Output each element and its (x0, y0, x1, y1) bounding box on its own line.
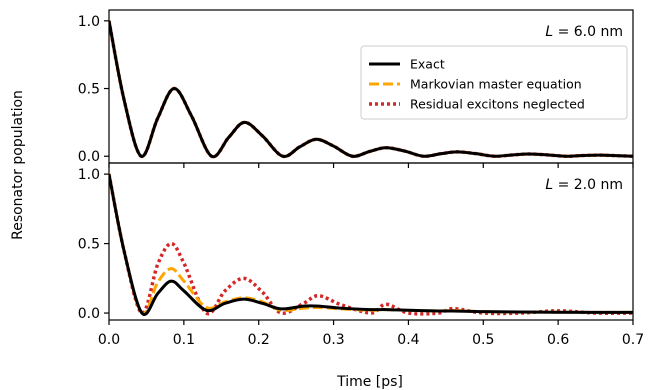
bottom-x-tick-label: 0.0 (98, 332, 120, 348)
bottom-length-annotation: L = 2.0 nm (545, 177, 623, 193)
top-panel: 0.0 0.5 1.0 L = 6.0 nm (78, 9, 634, 168)
y-axis-label: Resonator population (10, 90, 26, 240)
legend-frame (360, 45, 628, 120)
bottom-series-residual (109, 173, 633, 316)
bottom-x-tick-label: 0.6 (547, 332, 569, 348)
bottom-x-tick-label: 0.2 (248, 332, 270, 348)
bottom-y-tick-label: 0.5 (78, 237, 100, 253)
legend-label-markovian: Markovian master equation (410, 77, 582, 92)
top-series-group (109, 20, 633, 159)
bottom-x-tick-label: 0.5 (472, 332, 494, 348)
bottom-axes-frame (108, 162, 634, 321)
legend: Exact Markovian master equation Residual… (360, 45, 628, 120)
bottom-series-group (109, 173, 633, 316)
bottom-x-tick-label: 0.4 (397, 332, 419, 348)
bottom-series-exact (109, 173, 633, 316)
x-axis-label: Time [ps] (336, 374, 403, 390)
bottom-x-tick-label: 0.7 (622, 332, 644, 348)
bottom-x-tick-label: 0.3 (322, 332, 344, 348)
bottom-y-tick-label: 0.0 (78, 306, 100, 322)
top-y-tick-label: 1.0 (78, 14, 100, 30)
top-length-annotation: L = 6.0 nm (545, 24, 623, 40)
top-y-tick-label: 0.0 (78, 149, 100, 165)
top-series-exact (109, 20, 633, 159)
bottom-x-tick-label: 0.1 (173, 332, 195, 348)
bottom-panel: 0.0 0.5 1.0 0.0 0.1 0.2 0.3 0.4 0.5 0.6 0.7 L = 2.0… (78, 162, 644, 348)
top-y-tick-label: 0.5 (78, 82, 100, 98)
legend-label-residual: Residual excitons neglected (410, 97, 585, 112)
bottom-y-tick-label: 1.0 (78, 167, 100, 183)
legend-label-exact: Exact (410, 57, 445, 72)
